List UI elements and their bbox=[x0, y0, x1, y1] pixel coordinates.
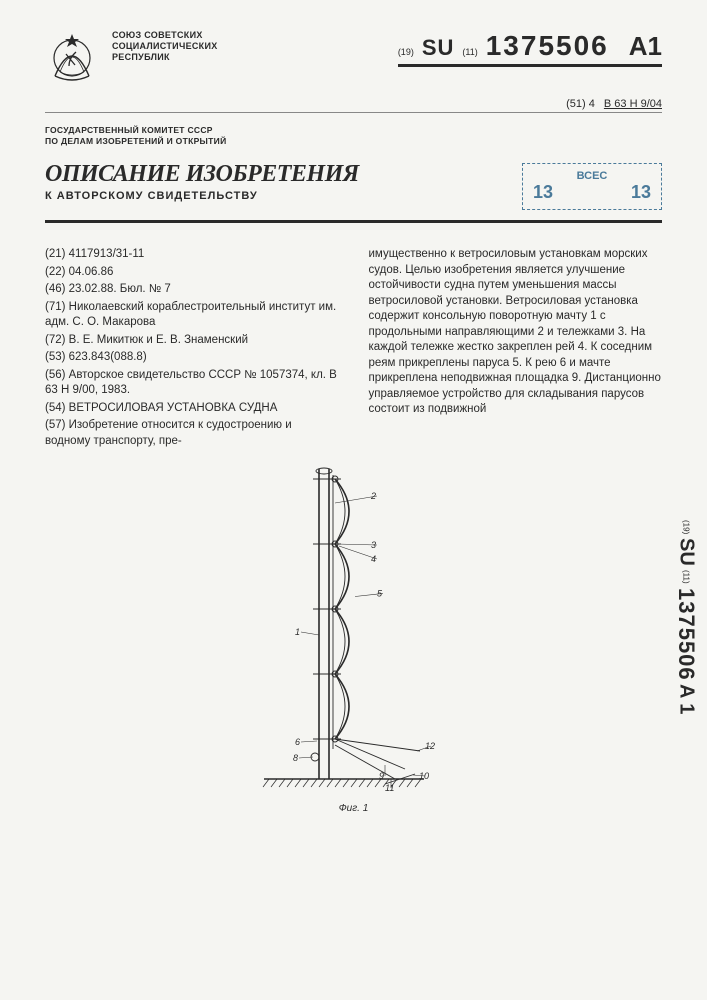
title-block: ОПИСАНИЕ ИЗОБРЕТЕНИЯ К АВТОРСКОМУ СВИДЕТ… bbox=[45, 163, 502, 202]
side-number: 1375506 bbox=[673, 588, 699, 681]
svg-text:9: 9 bbox=[379, 771, 384, 781]
field-54: (54) ВЕТРОСИЛОВАЯ УСТАНОВКА СУДНА bbox=[45, 401, 339, 417]
side-19: (19) bbox=[682, 520, 691, 534]
publication-number: (19) SU (11) 1375506 A1 bbox=[398, 30, 662, 67]
field-46: (46) 23.02.88. Бюл. № 7 bbox=[45, 282, 339, 298]
abstract-continuation: имущественно к ветросиловым установкам м… bbox=[369, 247, 663, 418]
ipc-class: В 63 Н 9/04 bbox=[604, 98, 662, 110]
header-row: СОЮЗ СОВЕТСКИХ СОЦИАЛИСТИЧЕСКИХ РЕСПУБЛИ… bbox=[45, 30, 662, 90]
left-column: (21) 4117913/31-11 (22) 04.06.86 (46) 23… bbox=[45, 247, 339, 451]
svg-text:12: 12 bbox=[425, 741, 435, 751]
republic-line-3: РЕСПУБЛИК bbox=[112, 52, 218, 63]
field-53: (53) 623.843(088.8) bbox=[45, 350, 339, 366]
main-title: ОПИСАНИЕ ИЗОБРЕТЕНИЯ bbox=[45, 163, 502, 186]
field-72: (72) В. Е. Микитюк и Е. В. Знаменский bbox=[45, 333, 339, 349]
side-publication-label: (19) SU (11) 1375506 A 1 bbox=[673, 520, 699, 715]
library-stamp: ВСЕС 13 13 bbox=[522, 163, 662, 210]
divider bbox=[45, 220, 662, 223]
field-57: (57) Изобретение относится к судостроени… bbox=[45, 418, 339, 449]
side-kind: A 1 bbox=[675, 684, 698, 714]
field-22: (22) 04.06.86 bbox=[45, 265, 339, 281]
field-71: (71) Николаевский кораблестроительный ин… bbox=[45, 300, 339, 331]
ipc-51: (51) 4 bbox=[566, 98, 595, 110]
svg-text:2: 2 bbox=[370, 491, 376, 501]
republic-text: СОЮЗ СОВЕТСКИХ СОЦИАЛИСТИЧЕСКИХ РЕСПУБЛИ… bbox=[112, 30, 218, 62]
pub-number: 1375506 bbox=[486, 30, 609, 62]
svg-text:3: 3 bbox=[371, 540, 376, 550]
republic-line-1: СОЮЗ СОВЕТСКИХ bbox=[112, 30, 218, 41]
right-column: имущественно к ветросиловым установкам м… bbox=[369, 247, 663, 451]
side-11: (11) bbox=[682, 570, 691, 584]
figure-caption: Фиг. 1 bbox=[45, 803, 662, 814]
field-21: (21) 4117913/31-11 bbox=[45, 247, 339, 263]
side-code: SU bbox=[675, 538, 698, 566]
stamp-left: 13 bbox=[533, 182, 553, 203]
figure-area: 23451681210119 Фиг. 1 bbox=[45, 461, 662, 821]
stamp-right: 13 bbox=[631, 182, 651, 203]
pub-code: SU bbox=[422, 35, 455, 61]
committee-line-2: ПО ДЕЛАМ ИЗОБРЕТЕНИЙ И ОТКРЫТИЙ bbox=[45, 136, 662, 147]
figure-1-svg: 23451681210119 bbox=[224, 461, 484, 801]
pub-kind: A1 bbox=[629, 31, 662, 62]
svg-text:4: 4 bbox=[371, 554, 376, 564]
pub-11: (11) bbox=[462, 47, 477, 57]
svg-text:6: 6 bbox=[295, 737, 300, 747]
committee-line-1: ГОСУДАРСТВЕННЫЙ КОМИТЕТ СССР bbox=[45, 125, 662, 136]
ipc-row: (51) 4 В 63 Н 9/04 bbox=[45, 98, 662, 113]
svg-text:11: 11 bbox=[385, 783, 394, 793]
svg-text:1: 1 bbox=[295, 627, 300, 637]
ussr-emblem-icon bbox=[45, 30, 100, 90]
field-56: (56) Авторское свидетельство СССР № 1057… bbox=[45, 368, 339, 399]
pub-19: (19) bbox=[398, 47, 414, 57]
subtitle: К АВТОРСКОМУ СВИДЕТЕЛЬСТВУ bbox=[45, 190, 502, 202]
republic-line-2: СОЦИАЛИСТИЧЕСКИХ bbox=[112, 41, 218, 52]
title-row: ОПИСАНИЕ ИЗОБРЕТЕНИЯ К АВТОРСКОМУ СВИДЕТ… bbox=[45, 163, 662, 210]
body-columns: (21) 4117913/31-11 (22) 04.06.86 (46) 23… bbox=[45, 247, 662, 451]
svg-text:10: 10 bbox=[419, 771, 429, 781]
svg-text:8: 8 bbox=[293, 753, 298, 763]
stamp-top: ВСЕС bbox=[533, 170, 651, 182]
committee-text: ГОСУДАРСТВЕННЫЙ КОМИТЕТ СССР ПО ДЕЛАМ ИЗ… bbox=[45, 125, 662, 147]
